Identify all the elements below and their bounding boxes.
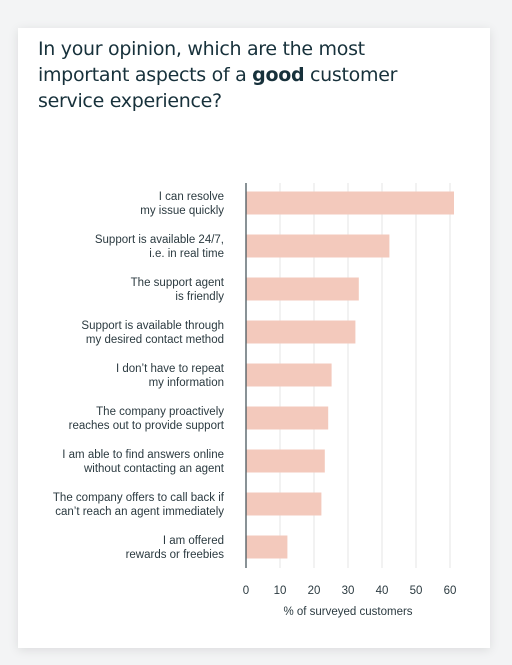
x-tick-label: 10 <box>274 585 287 597</box>
category-label-line: I am offered <box>163 535 224 547</box>
bar <box>246 492 322 516</box>
bar <box>246 406 329 430</box>
category-label-line: I am able to find answers online <box>62 449 224 461</box>
x-tick-label: 30 <box>342 585 355 597</box>
bar <box>246 191 454 215</box>
category-label-line: i.e. in real time <box>149 248 224 260</box>
category-labels: I can resolve my issue quickly Support is … <box>53 191 225 561</box>
category-label-line: rewards or freebies <box>126 549 225 561</box>
category-label-line: can’t reach an agent immediately <box>55 506 224 518</box>
x-tick-label: 0 <box>243 585 249 597</box>
bar <box>246 449 325 473</box>
category-label-line: my issue quickly <box>140 205 224 217</box>
category-label-line: without contacting an agent <box>83 463 225 475</box>
x-tick-labels: 0 10 20 30 40 50 60 <box>243 585 457 597</box>
category-label-line: is friendly <box>175 291 224 303</box>
category-label: The company proactively reaches out to pr… <box>69 406 225 432</box>
title-part-1: In your opinion, which are the most impo… <box>38 38 365 86</box>
category-label: Support is available through my desired c… <box>81 320 224 346</box>
x-axis-title: % of surveyed customers <box>283 606 412 618</box>
title-emphasis: good <box>252 64 305 86</box>
category-label-line: my desired contact method <box>86 334 224 346</box>
category-label: I can resolve my issue quickly <box>140 191 224 217</box>
category-label: I am offered rewards or freebies <box>126 535 225 561</box>
category-label: The company offers to call back if can’t … <box>53 492 225 518</box>
category-label-line: Support is available 24/7, <box>95 234 224 246</box>
bar <box>246 363 332 387</box>
category-label: I am able to find answers online without … <box>62 449 225 475</box>
category-label-line: Support is available through <box>81 320 224 332</box>
bar <box>246 320 356 344</box>
bar <box>246 234 390 258</box>
category-label: Support is available 24/7, i.e. in real t… <box>95 234 224 260</box>
chart-title: In your opinion, which are the most impo… <box>38 36 438 114</box>
bars <box>246 191 454 559</box>
category-label-line: my information <box>149 377 224 389</box>
title-part-2: customer service experience? <box>38 64 398 112</box>
category-label: The support agent is friendly <box>131 277 225 303</box>
category-label-line: The company proactively <box>96 406 224 418</box>
category-label-line: The company offers to call back if <box>53 492 225 504</box>
category-label-line: The support agent <box>131 277 225 289</box>
category-label-line: reaches out to provide support <box>69 420 225 432</box>
category-label-line: I don’t have to repeat <box>116 363 225 375</box>
bar <box>246 277 359 301</box>
category-label: I don’t have to repeat my information <box>116 363 225 389</box>
x-tick-label: 40 <box>376 585 389 597</box>
bar <box>246 535 288 559</box>
x-tick-label: 60 <box>444 585 457 597</box>
category-label-line: I can resolve <box>159 191 224 203</box>
x-tick-label: 20 <box>308 585 321 597</box>
x-tick-label: 50 <box>410 585 423 597</box>
